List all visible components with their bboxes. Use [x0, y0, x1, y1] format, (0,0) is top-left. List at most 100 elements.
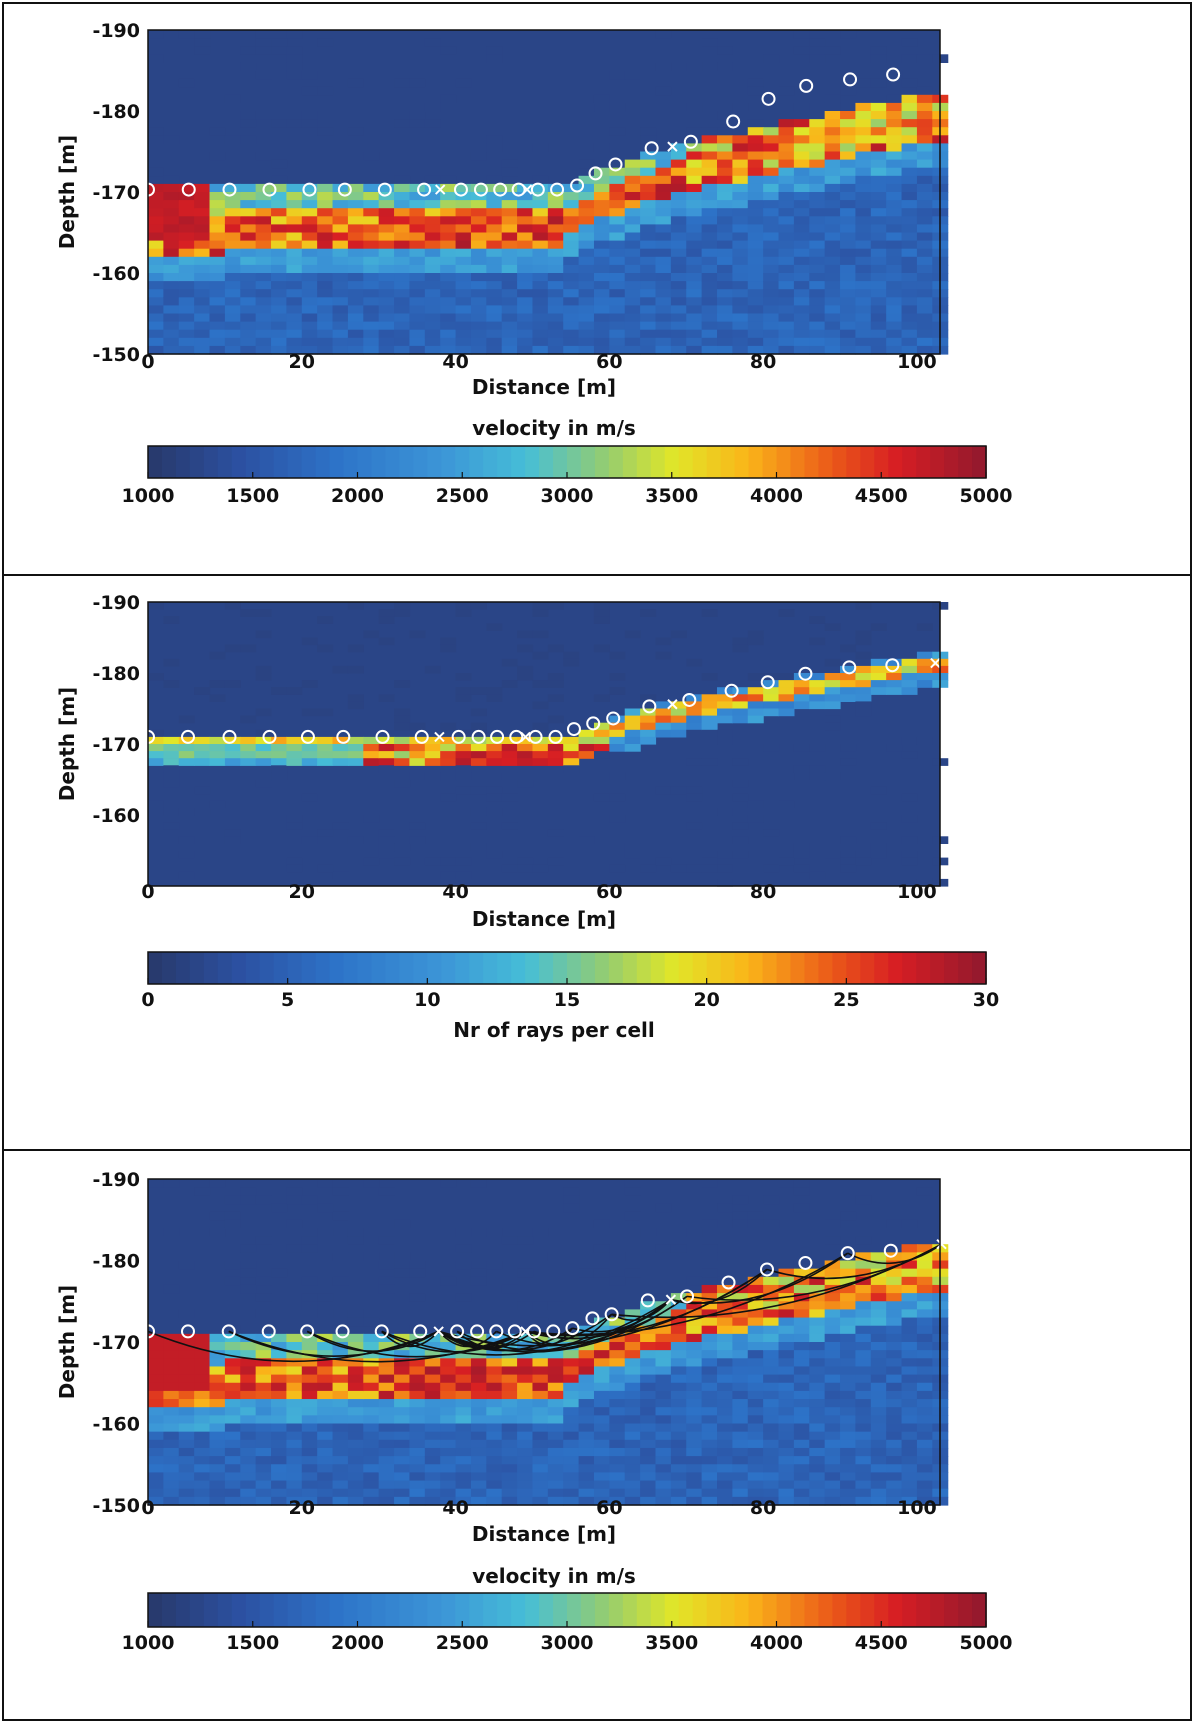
heatmap-cell — [840, 321, 857, 331]
heatmap-cell — [209, 337, 226, 347]
receiver-marker — [550, 182, 565, 197]
colorbar-segment — [650, 952, 666, 984]
heatmap-cell — [517, 200, 534, 209]
heatmap-cell — [486, 1423, 503, 1433]
heatmap-cell — [317, 744, 334, 752]
heatmap-cell — [578, 232, 595, 242]
receiver-marker — [335, 1324, 350, 1339]
heatmap-cell — [778, 224, 795, 234]
heatmap-cell — [870, 345, 887, 355]
colorbar-segment — [553, 446, 568, 478]
heatmap-cell — [901, 321, 918, 331]
heatmap-cell — [640, 183, 657, 193]
heatmap-cell — [424, 1464, 441, 1473]
heatmap-cell — [532, 722, 549, 731]
heatmap-cell — [901, 673, 918, 681]
heatmap-cell — [286, 240, 303, 250]
heatmap-cell — [178, 1407, 195, 1416]
x-axis-label: Distance [m] — [472, 375, 616, 399]
heatmap-cell — [440, 337, 457, 347]
source-marker — [667, 141, 678, 152]
heatmap-cell — [409, 224, 426, 234]
heatmap-cell — [317, 1358, 334, 1368]
heatmap-cell — [255, 1374, 272, 1384]
ray-path — [525, 1268, 768, 1337]
heatmap-cell — [870, 321, 887, 331]
heatmap-cell — [686, 321, 703, 331]
heatmap-cell — [409, 722, 426, 731]
heatmap-cell — [332, 208, 349, 217]
heatmap-cell — [317, 1227, 334, 1237]
heatmap-cell — [286, 54, 303, 63]
colorbar-segment — [245, 446, 261, 478]
heatmap-cell — [301, 224, 318, 234]
heatmap-cell — [901, 1464, 918, 1473]
heatmap-cell — [624, 1187, 641, 1196]
heatmap-cell — [332, 200, 349, 209]
heatmap-cell — [793, 30, 810, 39]
heatmap-cell — [532, 1407, 549, 1416]
heatmap-cell — [809, 1399, 826, 1408]
heatmap-cell — [593, 264, 610, 274]
heatmap-cell — [609, 224, 626, 234]
heatmap-cell — [886, 151, 903, 161]
heatmap-cell — [640, 1399, 657, 1408]
heatmap-cell — [394, 119, 411, 128]
heatmap-cell — [824, 673, 841, 681]
heatmap-cell — [470, 722, 487, 731]
heatmap-cell — [301, 758, 318, 766]
y-tick-label: -160 — [92, 1414, 140, 1436]
heatmap-cell — [855, 175, 872, 185]
heatmap-cell — [609, 864, 626, 873]
heatmap-cell — [840, 1358, 857, 1368]
heatmap-cell — [870, 102, 887, 112]
heatmap-cell — [670, 192, 687, 201]
heatmap-cell — [547, 1464, 564, 1473]
heatmap-cell — [163, 680, 180, 688]
heatmap-cell — [286, 822, 303, 830]
colorbar-segment — [804, 1593, 820, 1627]
heatmap-cell — [701, 708, 718, 717]
heatmap-cell — [424, 297, 441, 306]
heatmap-cell — [747, 1480, 764, 1490]
heatmap-cell — [240, 264, 257, 274]
heatmap-cell — [424, 1439, 441, 1449]
heatmap-cell — [224, 1342, 241, 1351]
heatmap-cell — [686, 1480, 703, 1490]
heatmap-cell — [332, 1325, 349, 1335]
heatmap-cell — [317, 192, 334, 201]
heatmap-cell — [532, 1496, 549, 1506]
heatmap-cell — [332, 313, 349, 323]
heatmap-cell — [824, 1439, 841, 1449]
heatmap-cell — [148, 1439, 164, 1449]
heatmap-cell — [501, 289, 518, 298]
heatmap-cell — [793, 1431, 810, 1441]
heatmap-cell — [209, 321, 226, 331]
heatmap-cell — [194, 1390, 211, 1400]
heatmap-cell — [271, 1472, 288, 1482]
heatmap-cell — [670, 329, 687, 339]
heatmap-cell — [916, 135, 933, 144]
heatmap-cell — [455, 183, 472, 193]
heatmap-cell — [870, 1488, 887, 1498]
heatmap-cell — [717, 216, 733, 225]
heatmap-cell — [624, 1366, 641, 1376]
heatmap-cell — [886, 744, 903, 752]
heatmap-cell — [301, 736, 318, 745]
heatmap-cell — [347, 1447, 364, 1457]
y-tick-label: -160 — [92, 805, 140, 827]
heatmap-cell — [163, 345, 180, 355]
heatmap-cell — [824, 1309, 841, 1319]
receiver-marker — [843, 72, 858, 87]
heatmap-cell — [593, 248, 610, 258]
heatmap-cell — [317, 200, 334, 209]
heatmap-cell — [916, 200, 933, 209]
heatmap-cell — [301, 744, 318, 752]
heatmap-cell — [747, 127, 764, 136]
heatmap-cell — [793, 1284, 810, 1294]
heatmap-cell — [717, 1382, 733, 1392]
heatmap-cell — [394, 1399, 411, 1408]
heatmap-cell — [301, 1423, 318, 1433]
heatmap-cell — [194, 264, 211, 274]
heatmap-cell — [486, 623, 503, 631]
